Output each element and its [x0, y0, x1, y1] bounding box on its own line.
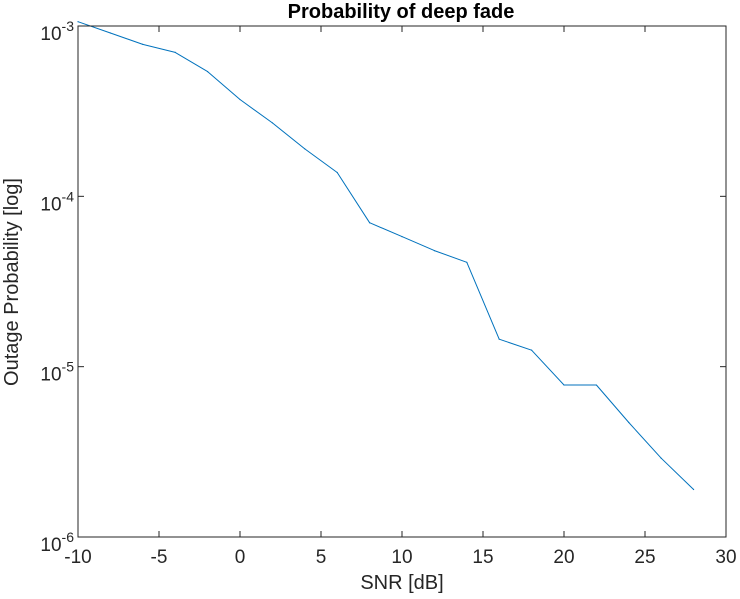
data-point [466, 261, 468, 263]
chart-title: Probability of deep fade [288, 1, 515, 23]
data-point [660, 457, 662, 459]
x-tick-label: 5 [316, 547, 327, 568]
x-tick-label: 15 [472, 547, 493, 568]
y-tick-label-base: 10 [40, 24, 61, 45]
data-point [304, 148, 306, 150]
data-point [239, 98, 241, 101]
y-tick-label-exponent: -6 [62, 529, 75, 545]
x-tick-label: 30 [715, 547, 736, 568]
data-point [174, 51, 176, 53]
plot-area [77, 21, 727, 538]
y-tick-label: 10-4 [40, 188, 74, 215]
x-tick-label: -5 [151, 547, 168, 568]
data-point [693, 488, 695, 491]
data-point [628, 421, 630, 424]
x-tick-label: 0 [235, 547, 246, 568]
y-tick-label-base: 10 [40, 535, 61, 556]
data-point [336, 171, 338, 174]
data-point [433, 250, 435, 252]
data-point [531, 349, 533, 351]
plot-background [78, 26, 726, 537]
axes-box [77, 25, 727, 538]
y-tick-label: 10-5 [40, 359, 74, 386]
data-point [369, 222, 371, 224]
x-tick-label: 25 [634, 547, 655, 568]
x-tick-label: 10 [391, 547, 412, 568]
data-point [595, 384, 598, 386]
y-tick-label: 10-3 [40, 18, 74, 45]
data-point [498, 338, 500, 340]
x-axis-label: SNR [dB] [360, 572, 443, 594]
y-tick-label-exponent: -4 [62, 188, 75, 204]
y-tick-label-exponent: -3 [62, 18, 75, 34]
series-layer [77, 21, 695, 491]
data-point [401, 236, 403, 238]
y-tick-label-exponent: -5 [62, 359, 75, 375]
data-point [563, 384, 565, 386]
data-point [142, 43, 144, 45]
data-point [77, 21, 79, 23]
x-tick-labels: -10 -5 0 5 10 15 20 25 30 [64, 547, 736, 568]
y-tick-label-base: 10 [40, 194, 61, 215]
data-point [271, 122, 273, 124]
y-tick-label-base: 10 [40, 365, 61, 386]
y-tick-labels: 10-610-510-410-3 [40, 18, 74, 556]
y-tick-label: 10-6 [40, 529, 74, 556]
data-point [109, 32, 111, 34]
data-point [207, 70, 209, 73]
x-tick-label: 20 [553, 547, 574, 568]
series-line [77, 21, 694, 490]
x-tick-label: -10 [64, 547, 91, 568]
y-axis-label: Outage Probability [log] [1, 178, 23, 386]
